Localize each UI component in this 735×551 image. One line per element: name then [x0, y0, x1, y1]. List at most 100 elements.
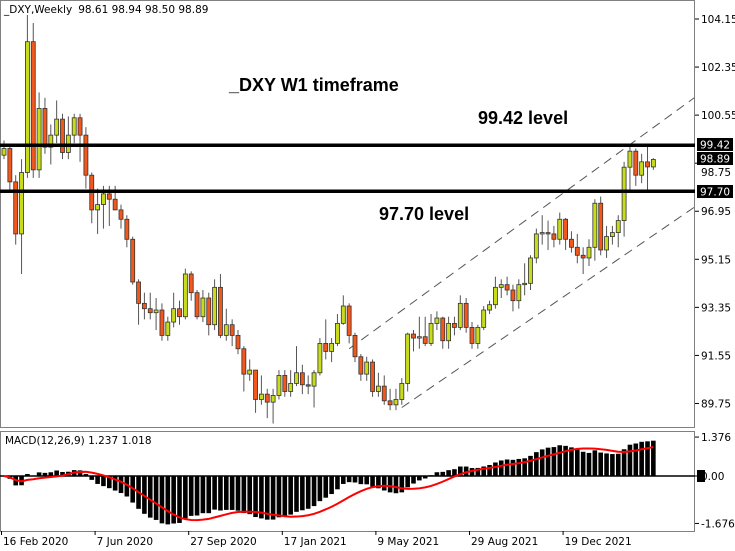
candle-body-bullish: [487, 304, 492, 311]
candle-body-bullish: [604, 236, 609, 251]
candle-body-bearish: [510, 289, 516, 302]
candle: [428, 314, 434, 347]
macd-bar: [54, 470, 59, 476]
candle: [610, 225, 615, 245]
candle-body-bearish: [130, 238, 136, 283]
candle-body-bearish: [463, 302, 469, 328]
candle: [188, 271, 194, 301]
candle-body-bearish: [387, 400, 393, 406]
price-label-upper-bg: [697, 138, 733, 151]
candle: [551, 225, 557, 248]
macd-bar: [153, 476, 159, 520]
candle: [463, 298, 469, 333]
macd-bar: [247, 476, 252, 515]
candle-body-bullish: [335, 322, 340, 344]
candle-body-bearish: [598, 202, 604, 251]
macd-bar: [259, 476, 264, 519]
candle: [329, 338, 335, 363]
macd-tick-label: 1.376: [701, 432, 731, 444]
macd-bar: [36, 472, 42, 476]
macd-bar: [440, 471, 446, 476]
macd-header: MACD(12,26,9) 1.237 1.018: [5, 435, 152, 447]
candle: [475, 324, 481, 349]
macd-bar: [101, 476, 106, 487]
candle-body-bearish: [60, 118, 65, 153]
candle: [36, 92, 42, 178]
macd-bar: [498, 460, 504, 476]
macd-bar: [469, 468, 475, 476]
candle-body-bullish: [24, 41, 30, 173]
candle-body-bearish: [77, 117, 83, 136]
candle-body-bearish: [305, 384, 311, 387]
candle: [311, 370, 317, 408]
macd-bar: [124, 476, 130, 497]
candle-body-bullish: [393, 399, 399, 406]
candle: [282, 370, 288, 397]
candle: [182, 268, 188, 320]
candle-body-bullish: [639, 161, 645, 176]
candle: [393, 388, 399, 411]
candle: [580, 247, 586, 274]
candle-body-bearish: [206, 297, 212, 326]
candle-body-bullish: [95, 204, 100, 211]
candle-body-bullish: [270, 395, 276, 403]
macd-bar: [458, 466, 463, 476]
candle-body-bullish: [171, 308, 177, 323]
candle-body-bullish: [375, 385, 381, 392]
candle: [83, 127, 89, 189]
candle-body-bearish: [124, 218, 130, 240]
price-pane[interactable]: [0, 0, 695, 428]
candle-body-bullish: [19, 172, 24, 235]
candle: [375, 372, 381, 397]
candle-body-bullish: [329, 343, 335, 352]
candle: [399, 378, 405, 405]
candle: [241, 346, 247, 392]
candle-body-bearish: [112, 198, 118, 211]
candle: [288, 370, 294, 397]
candle: [335, 314, 340, 347]
macd-bar: [580, 451, 586, 476]
candle: [264, 388, 270, 419]
macd-bar: [305, 476, 311, 509]
macd-bar: [335, 476, 340, 490]
horizontal-levels[interactable]: [0, 143, 695, 193]
candle: [147, 292, 153, 320]
candle-body-bullish: [200, 297, 206, 318]
candle: [7, 145, 13, 192]
candle-body-bearish: [282, 375, 288, 392]
price-tick-label: 98.75: [701, 167, 731, 179]
macd-bar: [206, 476, 212, 514]
candle-body-bearish: [545, 232, 551, 235]
candle: [452, 316, 457, 336]
macd-bar: [48, 472, 54, 476]
candle: [586, 239, 592, 266]
annotation-lower-level: 97.70 level: [379, 204, 469, 224]
candle-body-bearish: [83, 134, 89, 176]
macd-bar: [83, 474, 89, 476]
candle: [563, 217, 568, 250]
macd-bar: [381, 476, 387, 491]
macd-bar: [77, 470, 83, 476]
trend-channel[interactable]: [348, 97, 695, 408]
candle: [223, 308, 229, 341]
candle-body-bearish: [323, 343, 329, 352]
macd-bar: [311, 476, 317, 507]
candle-body-bullish: [615, 220, 621, 234]
price-tick-label: 93.35: [701, 302, 731, 314]
candle: [101, 185, 106, 229]
candle: [364, 356, 370, 381]
candle-body-bearish: [136, 281, 141, 304]
candle-body-bullish: [522, 282, 528, 286]
macd-bar: [300, 476, 305, 511]
candle: [492, 276, 498, 309]
candle: [24, 14, 30, 178]
macd-bar: [118, 476, 124, 494]
candle: [528, 255, 533, 291]
ohlc-values: 98.61 98.94 98.50 98.89: [78, 4, 208, 16]
macd-bar: [446, 470, 451, 476]
macd-bar: [341, 476, 346, 484]
candle-body-bullish: [586, 246, 592, 259]
macd-bar: [376, 476, 381, 489]
